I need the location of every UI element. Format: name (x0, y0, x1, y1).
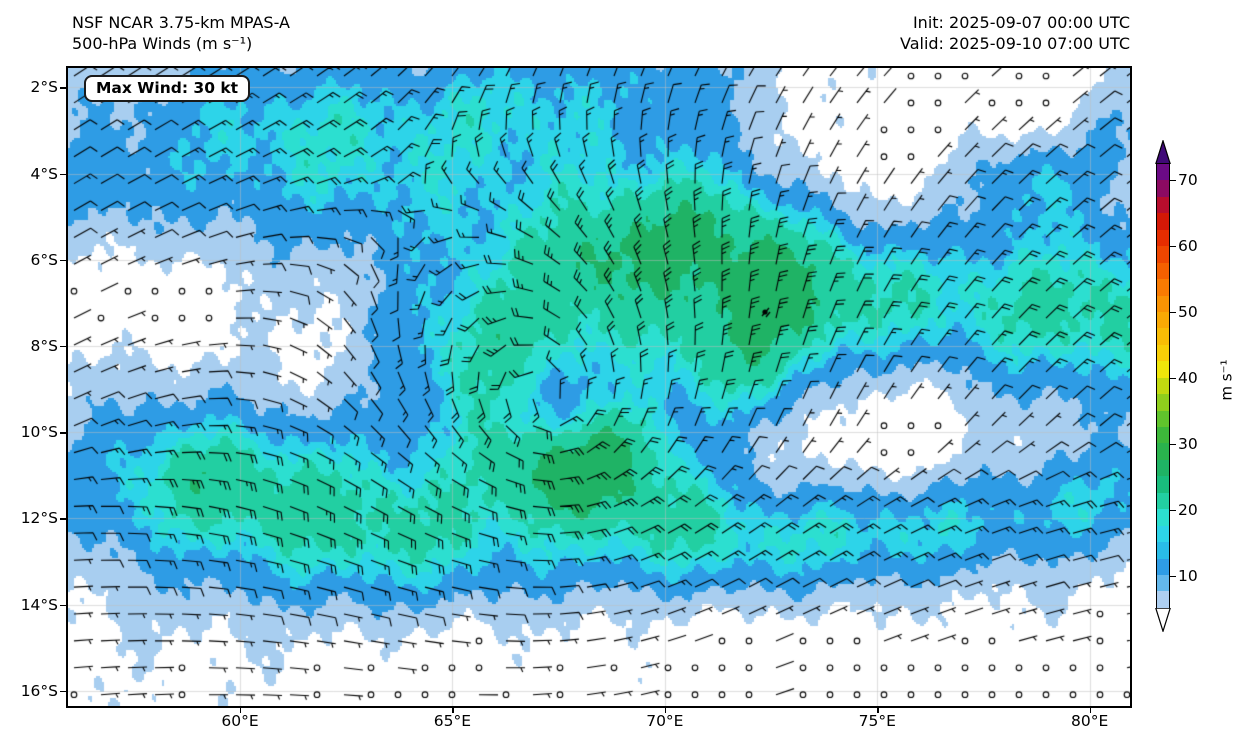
colorbar-segment (1157, 427, 1169, 444)
x-tick-mark (452, 707, 454, 713)
colorbar: 10 20 30 40 50 60 70 (1155, 140, 1198, 632)
init-time: Init: 2025-09-07 00:00 UTC (912, 13, 1130, 32)
x-tick-label: 65°E (433, 712, 472, 730)
colorbar-tick-mark (1170, 443, 1176, 446)
y-tick-mark (60, 604, 66, 607)
y-tick-label: 2°S (30, 78, 58, 97)
figure-title: NSF NCAR 3.75-km MPAS-A 500-hPa Winds (m… (72, 12, 290, 54)
y-tick-label: 10°S (20, 423, 58, 442)
x-tick-mark (664, 707, 667, 713)
colorbar-extend-arrow-bottom (1155, 608, 1171, 632)
colorbar-tick-label: 50 (1178, 302, 1198, 321)
colorbar-segment (1157, 542, 1169, 559)
x-tick-label: 70°E (646, 712, 684, 730)
x-tick-label: 75°E (858, 712, 896, 730)
colorbar-segment (1157, 164, 1169, 181)
colorbar-tick-mark (1170, 245, 1176, 247)
colorbar-tick-label: 70 (1178, 170, 1198, 189)
colorbar-segment (1157, 574, 1169, 592)
colorbar-segment (1157, 459, 1169, 477)
colorbar-segment (1157, 229, 1169, 247)
colorbar-segment (1157, 525, 1169, 543)
x-tick-label: 60°E (221, 712, 259, 730)
max-wind-badge: Max Wind: 30 kt (84, 75, 251, 102)
colorbar-tick-mark (1170, 377, 1176, 380)
y-tick-label: 14°S (20, 595, 58, 614)
colorbar-segment (1157, 361, 1169, 378)
y-tick-label: 16°S (20, 681, 58, 700)
colorbar-tick-label: 60 (1178, 236, 1198, 255)
colorbar-segment (1157, 377, 1169, 395)
y-tick-mark (60, 346, 66, 348)
wind-map-canvas (68, 68, 1130, 706)
x-tick-mark (240, 707, 242, 713)
colorbar-segment (1157, 410, 1169, 427)
colorbar-segment (1157, 591, 1169, 608)
colorbar-segment (1157, 443, 1169, 460)
colorbar-extend-arrow-top (1155, 140, 1171, 164)
colorbar-segment (1157, 295, 1169, 312)
title-line-2: 500-hPa Winds (m s⁻¹) (72, 34, 253, 54)
y-tick-mark (60, 432, 66, 434)
colorbar-segment (1157, 262, 1169, 280)
y-tick-label: 12°S (20, 509, 58, 528)
x-tick-mark (877, 707, 879, 713)
colorbar-segment (1157, 279, 1169, 296)
colorbar-gradient (1156, 163, 1170, 609)
colorbar-segment (1157, 509, 1169, 526)
colorbar-tick-mark (1170, 509, 1176, 512)
colorbar-segment (1157, 476, 1169, 493)
colorbar-segment (1157, 213, 1169, 230)
colorbar-segment (1157, 344, 1169, 362)
colorbar-tick-mark (1170, 575, 1176, 578)
colorbar-segment (1157, 180, 1169, 197)
colorbar-segment (1157, 196, 1169, 214)
colorbar-segment (1157, 311, 1169, 329)
run-times: Init: 2025-09-07 00:00 UTC Valid: 2025-0… (900, 12, 1130, 54)
y-tick-label: 6°S (30, 250, 58, 269)
x-tick-mark (1089, 707, 1092, 713)
y-tick-label: 8°S (30, 337, 58, 356)
title-line-1: NSF NCAR 3.75-km MPAS-A (72, 13, 290, 32)
colorbar-segment (1157, 492, 1169, 510)
colorbar-tick-label: 20 (1178, 500, 1198, 519)
y-tick-mark (60, 87, 66, 89)
colorbar-tick-label: 40 (1178, 368, 1198, 387)
y-tick-mark (60, 173, 66, 175)
colorbar-segment (1157, 558, 1169, 575)
colorbar-tick-mark (1170, 311, 1176, 314)
colorbar-segment (1157, 246, 1169, 263)
colorbar-segment (1157, 394, 1169, 411)
x-tick-label: 80°E (1071, 712, 1109, 730)
colorbar-tick-label: 10 (1178, 566, 1198, 585)
map-plot-area: Max Wind: 30 kt (68, 68, 1130, 706)
y-tick-label: 4°S (30, 164, 58, 183)
valid-time: Valid: 2025-09-10 07:00 UTC (899, 34, 1130, 54)
y-tick-mark (60, 259, 66, 262)
y-tick-mark (60, 690, 66, 693)
y-tick-mark (60, 518, 66, 520)
colorbar-unit-label: m s⁻¹ (1217, 359, 1236, 401)
colorbar-tick-label: 30 (1178, 434, 1198, 453)
colorbar-segment (1157, 328, 1169, 345)
colorbar-tick-mark (1170, 179, 1176, 181)
